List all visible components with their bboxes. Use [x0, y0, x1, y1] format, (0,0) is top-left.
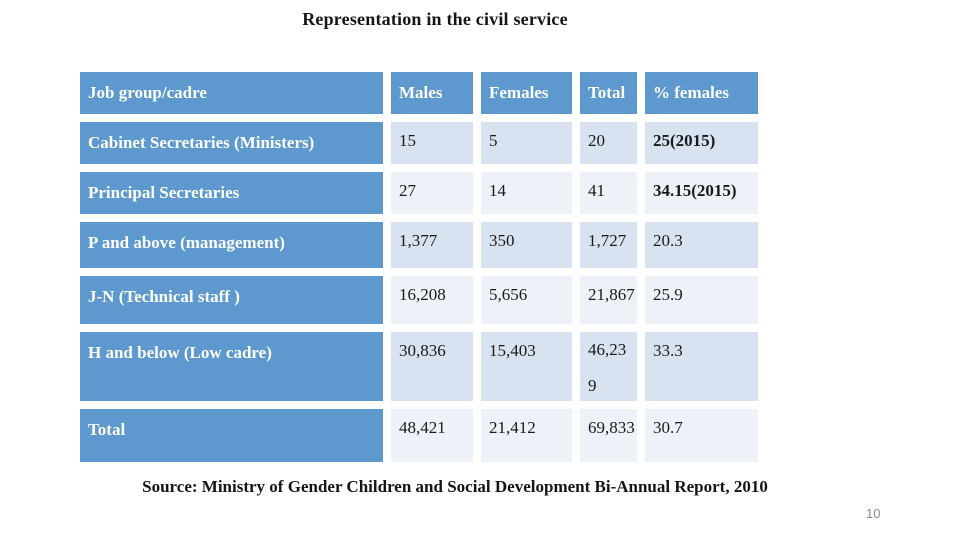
cell-total-pct: 30.7 [645, 409, 758, 462]
header-cell-males: Males [391, 72, 473, 114]
cell-cabinet-pct: 25(2015) [645, 122, 758, 164]
source-citation: Source: Ministry of Gender Children and … [142, 477, 768, 496]
cell-p-above-males: 1,377 [391, 222, 473, 268]
header-cell-total: Total [580, 72, 637, 114]
cell-cabinet-males: 15 [391, 122, 473, 164]
row-label-j-n-technical: J-N (Technical staff ) [80, 276, 383, 324]
row-label-principal-secretaries: Principal Secretaries [80, 172, 383, 214]
header-cell-job-group: Job group/cadre [80, 72, 383, 114]
cell-principal-pct: 34.15(2015) [645, 172, 758, 214]
cell-jn-females: 5,656 [481, 276, 572, 324]
cell-p-above-total: 1,727 [580, 222, 637, 268]
page-number: 10 [866, 506, 881, 521]
row-label-h-and-below: H and below (Low cadre) [80, 332, 383, 401]
row-label-cabinet-secretaries: Cabinet Secretaries (Ministers) [80, 122, 383, 164]
cell-principal-females: 14 [481, 172, 572, 214]
cell-jn-males: 16,208 [391, 276, 473, 324]
cell-principal-total: 41 [580, 172, 637, 214]
row-label-p-and-above: P and above (management) [80, 222, 383, 268]
cell-jn-total: 21,867 [580, 276, 637, 324]
cell-p-above-females: 350 [481, 222, 572, 268]
row-label-total: Total [80, 409, 383, 462]
header-cell-females: Females [481, 72, 572, 114]
cell-total-females: 21,412 [481, 409, 572, 462]
cell-h-below-total: 46,23 9 [580, 332, 637, 401]
header-cell-pct-females: % females [645, 72, 758, 114]
cell-total-males: 48,421 [391, 409, 473, 462]
cell-h-below-males: 30,836 [391, 332, 473, 401]
cell-h-below-females: 15,403 [481, 332, 572, 401]
cell-jn-pct: 25.9 [645, 276, 758, 324]
cell-cabinet-females: 5 [481, 122, 572, 164]
cell-cabinet-total: 20 [580, 122, 637, 164]
page-title: Representation in the civil service [302, 9, 568, 29]
cell-principal-males: 27 [391, 172, 473, 214]
cell-h-below-pct: 33.3 [645, 332, 758, 401]
cell-total-total: 69,833 [580, 409, 637, 462]
representation-table: Job group/cadre Males Females Total % fe… [80, 72, 758, 462]
cell-p-above-pct: 20.3 [645, 222, 758, 268]
